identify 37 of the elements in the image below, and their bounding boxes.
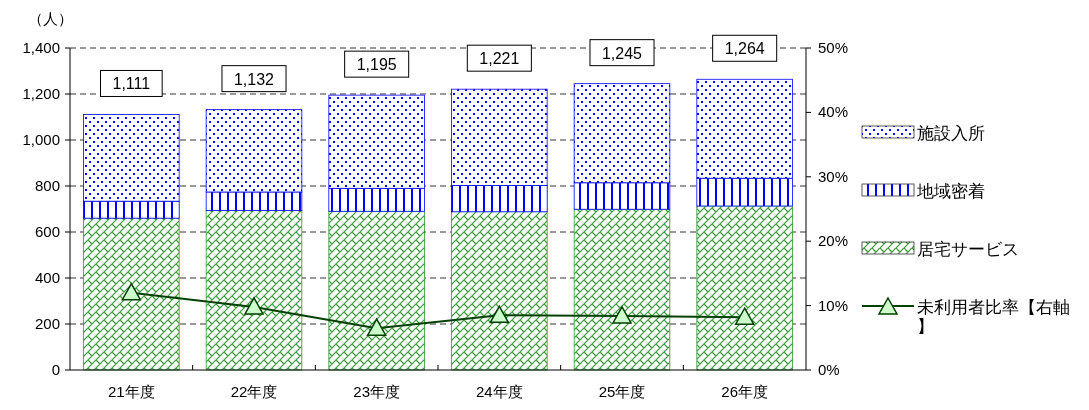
y-tick-label: 600 xyxy=(34,223,60,240)
total-label: 1,111 xyxy=(112,75,151,93)
point xyxy=(612,306,632,324)
y2-tick-label: 50% xyxy=(818,39,849,56)
y-tick-label: 200 xyxy=(34,315,60,332)
y2-tick-label: 30% xyxy=(818,167,849,185)
x-tick-label: 26年度 xyxy=(721,383,769,400)
y-axis-title: （人） xyxy=(28,10,73,27)
legend-label: 未利用者比率【右軸】 xyxy=(917,298,1070,336)
y-tick-label: 400 xyxy=(34,269,60,286)
y-tick-label: 1,000 xyxy=(22,131,60,148)
point xyxy=(366,318,387,336)
point xyxy=(121,282,142,301)
x-tick-label: 21年度 xyxy=(107,383,155,400)
y-tick-label: 0 xyxy=(51,361,60,378)
point xyxy=(489,305,510,324)
y-tick-label: 800 xyxy=(34,177,60,194)
x-tick-label: 25年度 xyxy=(598,383,646,400)
total-label: 1,245 xyxy=(601,44,643,62)
legend-label: 居宅サービス xyxy=(917,240,1019,259)
legend-label: 施設入所 xyxy=(917,124,985,143)
y-tick-label: 1,200 xyxy=(22,85,60,102)
total-label: 1,132 xyxy=(233,70,275,88)
y2-tick-label: 10% xyxy=(818,296,849,314)
y-tick-label: 1,400 xyxy=(22,39,60,56)
total-label: 1,264 xyxy=(724,40,765,58)
x-tick-label: 23年度 xyxy=(353,383,401,400)
x-tick-label: 24年度 xyxy=(475,383,523,400)
legend-label: 地域密着 xyxy=(916,182,985,201)
y2-tick-label: 0% xyxy=(818,361,840,378)
point xyxy=(734,307,755,325)
y2-tick-label: 20% xyxy=(818,232,849,250)
total-label: 1,221 xyxy=(479,50,520,68)
x-tick-label: 22年度 xyxy=(230,383,278,400)
total-label: 1,195 xyxy=(356,56,397,74)
point xyxy=(244,297,264,315)
y2-tick-label: 40% xyxy=(818,103,849,121)
